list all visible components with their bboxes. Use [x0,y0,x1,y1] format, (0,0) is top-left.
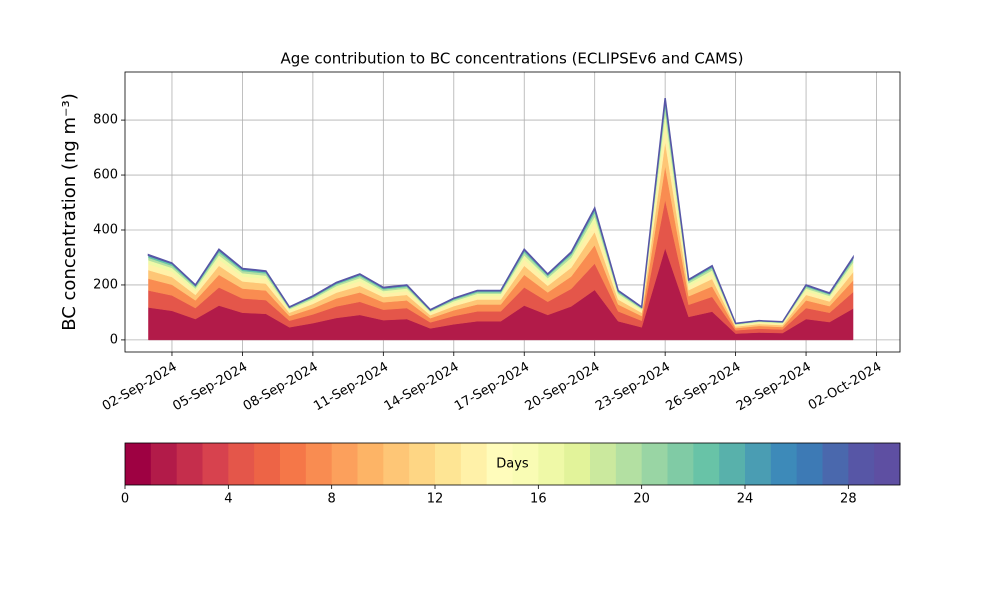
y-tick-label: 0 [110,332,118,347]
colorbar-swatch [357,443,384,485]
colorbar-swatch [125,443,152,485]
colorbar-swatch [383,443,410,485]
colorbar-tick-label: 28 [840,492,857,507]
colorbar-swatch [331,443,358,485]
x-tick-label: 02-Oct-2024 [806,360,884,414]
colorbar-swatch [460,443,488,485]
x-tick-label: 17-Sep-2024 [452,360,532,415]
colorbar-swatch [745,443,772,485]
colorbar-swatch [176,443,203,485]
colorbar-swatch [641,443,668,485]
colorbar-swatch [254,443,281,485]
y-tick-label: 200 [93,277,118,292]
colorbar-swatch [848,443,875,485]
colorbar-swatch [538,443,565,485]
colorbar-tick-label: 20 [633,492,650,507]
colorbar-swatch [202,443,229,485]
colorbar-swatch [667,443,694,485]
colorbar-tick-label: 24 [737,492,754,507]
y-axis-label: BC concentration (ng m⁻³) [59,93,80,331]
x-tick-label: 20-Sep-2024 [523,360,603,415]
colorbar-swatch [590,443,617,485]
colorbar-swatch [486,443,513,485]
colorbar-tick-label: 8 [328,492,336,507]
y-tick-label: 600 [93,168,118,183]
colorbar-swatch [409,443,436,485]
colorbar-tick-label: 0 [121,492,129,507]
colorbar-tick-label: 16 [530,492,547,507]
x-tick-label: 23-Sep-2024 [593,360,673,415]
x-tick-label: 02-Sep-2024 [100,360,180,415]
colorbar-tick-label: 12 [427,492,444,507]
x-tick-label: 05-Sep-2024 [170,360,250,415]
colorbar-frame [124,442,901,486]
colorbar-swatch [719,443,746,485]
x-tick-label: 26-Sep-2024 [664,360,744,415]
colorbar-swatch [305,443,333,485]
colorbar-swatch [770,443,798,485]
x-tick-label: 08-Sep-2024 [241,360,321,415]
colorbar-label: Days [496,457,529,472]
colorbar-swatch [228,443,255,485]
colorbar-swatch [615,443,643,485]
area-layer [147,98,854,325]
x-tick-label: 29-Sep-2024 [734,360,814,415]
y-tick-label: 400 [93,222,118,237]
colorbar-swatch [564,443,591,485]
colorbar-swatch [512,443,539,485]
colorbar-swatch [874,443,901,485]
chart-title: Age contribution to BC concentrations (E… [281,50,744,68]
colorbar-tick-label: 4 [224,492,232,507]
colorbar-swatch [693,443,720,485]
x-tick-label: 14-Sep-2024 [382,360,462,415]
colorbar-swatch [150,443,178,485]
x-tick-label: 11-Sep-2024 [311,360,391,415]
colorbar-swatch [435,443,462,485]
plot-frame [124,71,901,353]
colorbar-swatch [822,443,849,485]
colorbar-swatch [796,443,823,485]
colorbar-swatch [280,443,307,485]
y-tick-label: 800 [93,113,118,128]
